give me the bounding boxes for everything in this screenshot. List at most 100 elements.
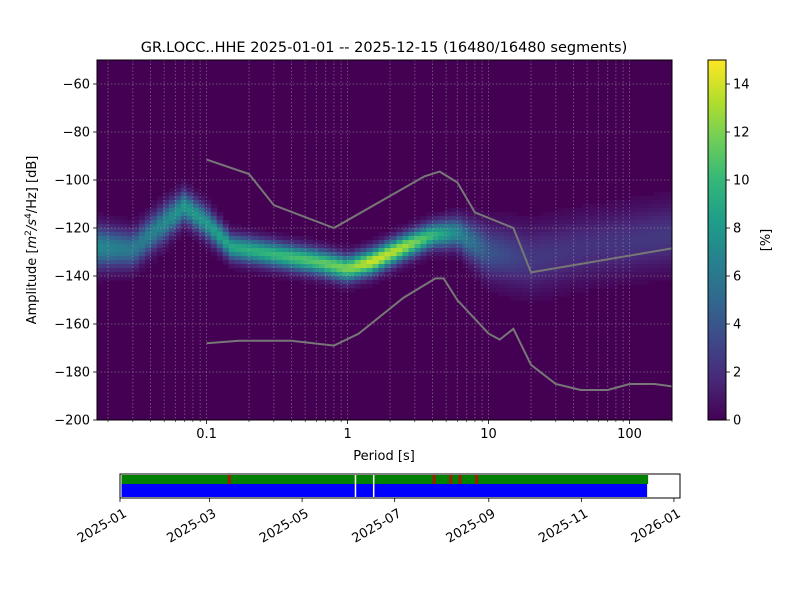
heatmap-cell <box>192 188 200 193</box>
heatmap-cell <box>504 244 511 249</box>
heatmap-cell <box>546 216 553 221</box>
heatmap-cell <box>468 248 475 253</box>
heatmap-cell <box>582 284 589 289</box>
heatmap-cell <box>534 296 541 301</box>
heatmap-cell <box>426 232 434 237</box>
heatmap-cell <box>192 232 200 237</box>
heatmap-cell <box>468 216 475 221</box>
heatmap-cell <box>450 212 457 217</box>
heatmap-cell <box>564 288 571 293</box>
heatmap-cell <box>162 192 170 197</box>
y-tick-label: −160 <box>54 318 90 333</box>
heatmap-cell <box>216 244 224 249</box>
heatmap-cell <box>264 248 272 253</box>
heatmap-cell <box>474 248 481 253</box>
heatmap-cell <box>540 236 547 241</box>
heatmap-cell <box>360 264 368 269</box>
heatmap-cell <box>600 276 607 281</box>
heatmap-cell <box>522 244 529 249</box>
heatmap-cell <box>576 252 583 257</box>
heatmap-cell <box>180 188 188 193</box>
heatmap-cell <box>432 244 440 249</box>
heatmap-cell <box>582 236 589 241</box>
heatmap-cell <box>108 216 116 221</box>
heatmap-cell <box>528 284 535 289</box>
colorbar-tick-label: 10 <box>733 174 750 189</box>
heatmap-cell <box>174 224 182 229</box>
heatmap-cell <box>216 212 224 217</box>
heatmap-cell <box>564 256 571 261</box>
heatmap-cell <box>660 276 667 281</box>
heatmap-cell <box>558 260 565 265</box>
heatmap-cell <box>564 268 571 273</box>
heatmap-cell <box>192 216 200 221</box>
heatmap-cell <box>642 224 649 229</box>
heatmap-cell <box>414 256 422 261</box>
heatmap-cell <box>612 260 619 265</box>
heatmap-cell <box>384 268 392 273</box>
heatmap-cell <box>372 264 380 269</box>
heatmap-cell <box>288 256 296 261</box>
heatmap-cell <box>438 220 445 225</box>
heatmap-cell <box>306 236 314 241</box>
heatmap-cell <box>372 260 380 265</box>
heatmap-cell <box>300 256 308 261</box>
heatmap-cell <box>444 216 451 221</box>
heatmap-cell <box>462 232 469 237</box>
heatmap-cell <box>186 204 194 209</box>
heatmap-cell <box>540 248 547 253</box>
heatmap-cell <box>150 232 158 237</box>
heatmap-cell <box>162 236 170 241</box>
heatmap-cell <box>642 280 649 285</box>
heatmap-cell <box>642 216 649 221</box>
heatmap-cell <box>630 264 637 269</box>
heatmap-cell <box>600 212 607 217</box>
heatmap-cell <box>540 284 547 289</box>
heatmap-cell <box>600 208 607 213</box>
heatmap-cell <box>372 244 380 249</box>
heatmap-cell <box>366 280 374 285</box>
heatmap-cell <box>480 264 487 269</box>
heatmap-cell <box>168 196 176 201</box>
heatmap-cell <box>480 244 487 249</box>
heatmap-cell <box>504 268 511 273</box>
heatmap-cell <box>624 212 631 217</box>
heatmap-cell <box>624 224 631 229</box>
heatmap-cell <box>522 264 529 269</box>
heatmap-cell <box>414 260 422 265</box>
heatmap-cell <box>438 240 445 245</box>
heatmap-cell <box>366 284 374 289</box>
heatmap-cell <box>156 204 164 209</box>
heatmap-cell <box>342 268 350 273</box>
heatmap-cell <box>600 284 607 289</box>
heatmap-cell <box>210 240 218 245</box>
heatmap-cell <box>330 280 338 285</box>
heatmap-cell <box>486 220 493 225</box>
heatmap-cell <box>594 204 601 209</box>
heatmap-cell <box>414 248 422 253</box>
heatmap-cell <box>660 260 667 265</box>
heatmap-cell <box>126 224 134 229</box>
heatmap-cell <box>444 248 451 253</box>
heatmap-cell <box>468 244 475 249</box>
heatmap-cell <box>588 228 595 233</box>
heatmap-cell <box>246 260 254 265</box>
heatmap-cell <box>546 244 553 249</box>
heatmap-cell <box>156 196 164 201</box>
heatmap-cell <box>174 212 182 217</box>
heatmap-cell <box>582 232 589 237</box>
heatmap-cell <box>522 236 529 241</box>
heatmap-cell <box>258 248 266 253</box>
heatmap-cell <box>486 212 493 217</box>
heatmap-cell <box>162 200 170 205</box>
heatmap-cell <box>282 256 290 261</box>
heatmap-cell <box>546 256 553 261</box>
heatmap-cell <box>468 208 475 213</box>
heatmap-cell <box>618 228 625 233</box>
heatmap-cell <box>126 232 134 237</box>
heatmap-cell <box>576 236 583 241</box>
heatmap-cell <box>594 252 601 257</box>
heatmap-cell <box>204 224 212 229</box>
heatmap-cell <box>264 244 272 249</box>
heatmap-cell <box>192 208 200 213</box>
